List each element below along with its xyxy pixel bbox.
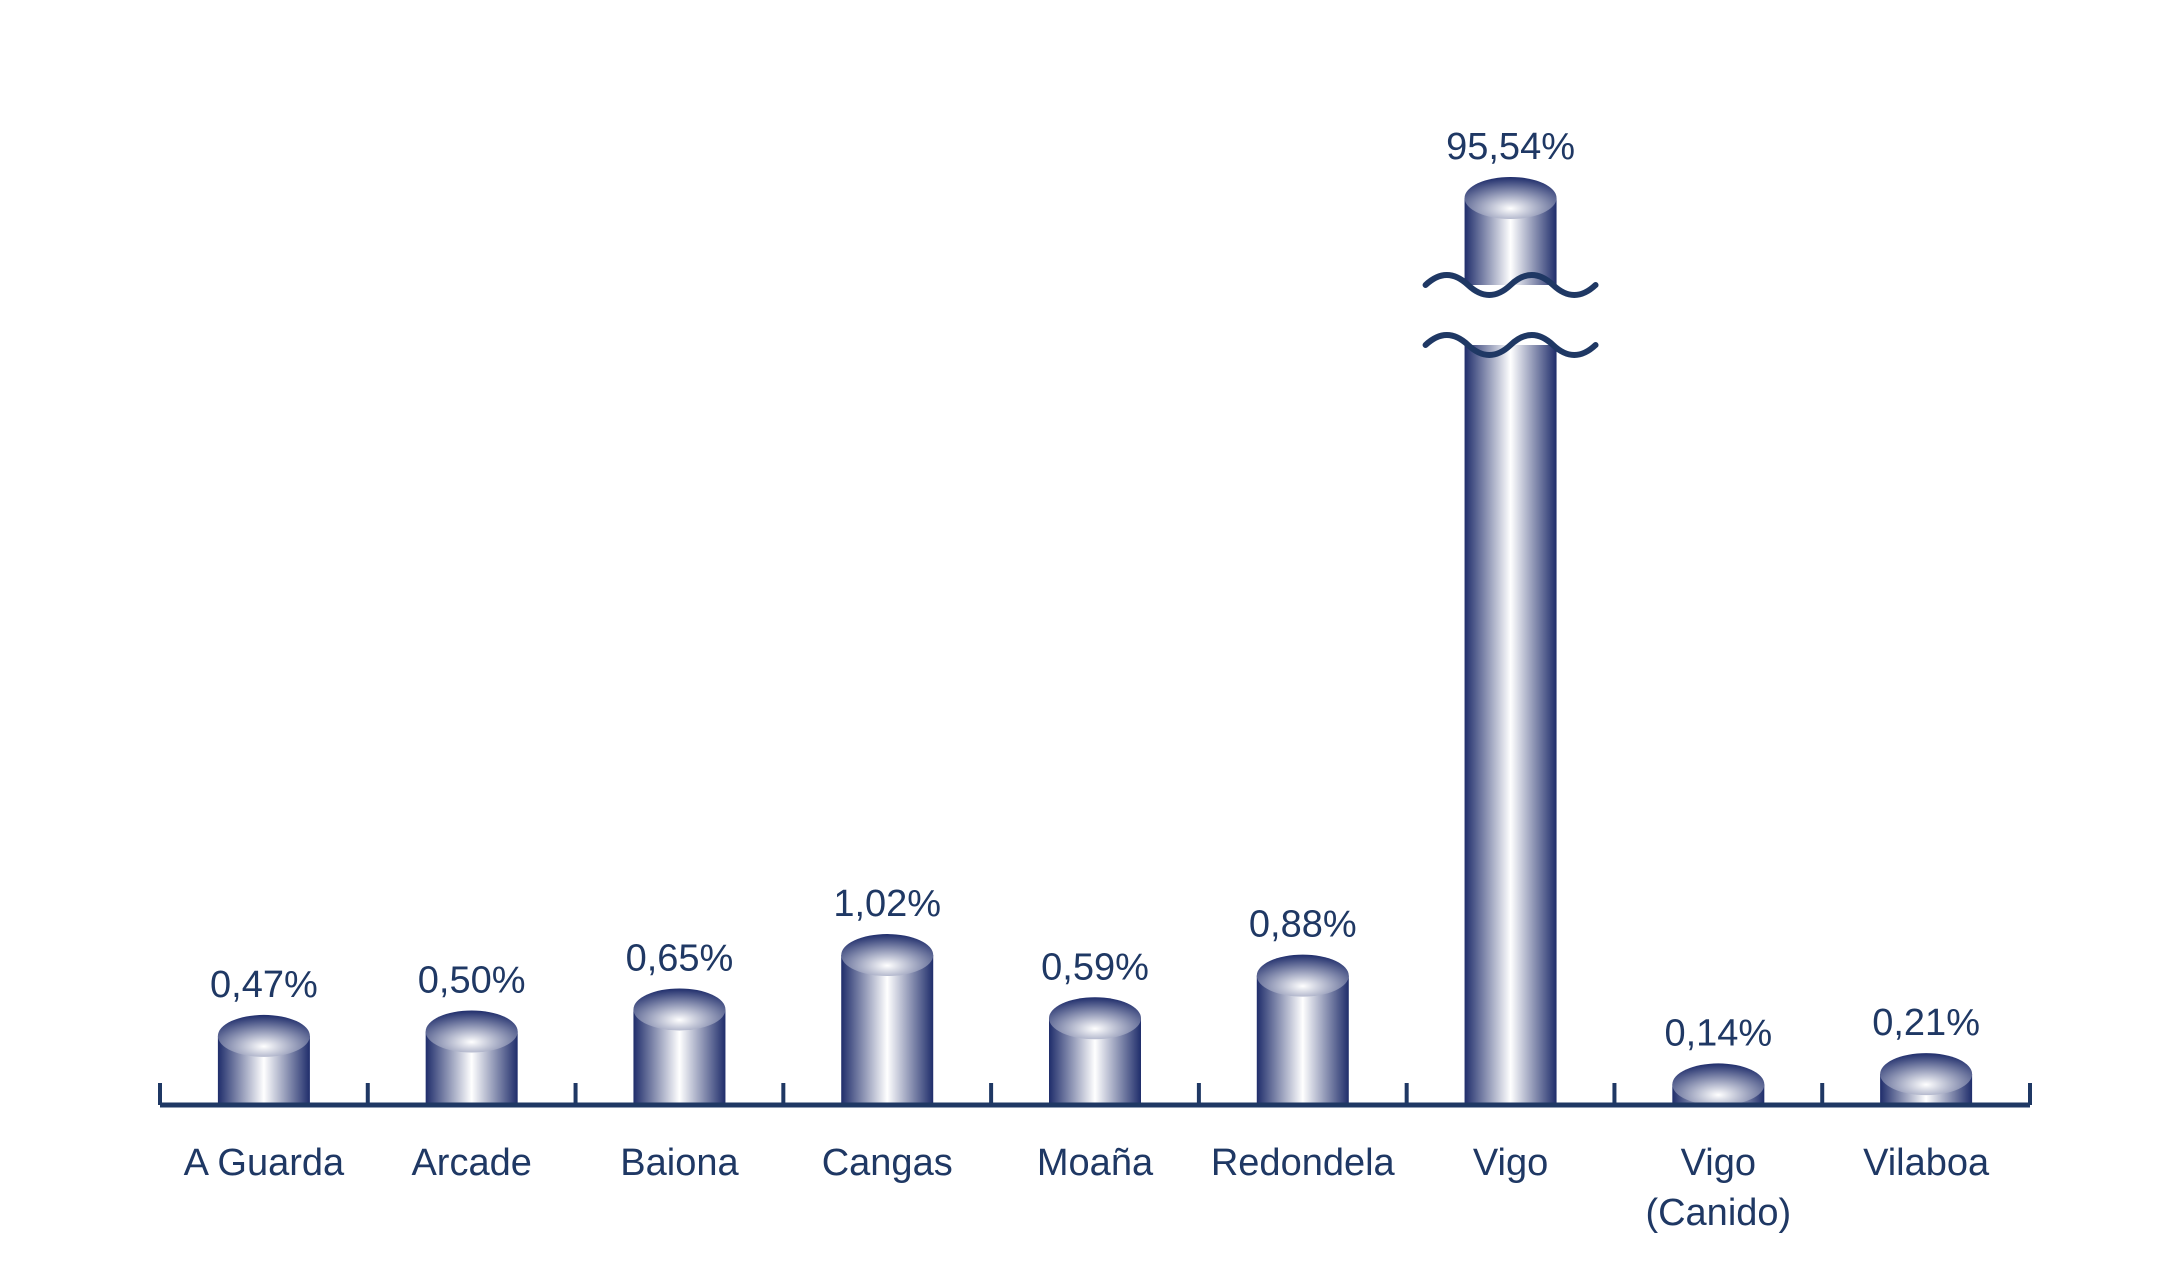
category-label: A Guarda xyxy=(184,1142,345,1184)
bar-body xyxy=(1256,975,1349,1105)
value-label: 0,88% xyxy=(1249,904,1357,946)
value-label: 0,65% xyxy=(626,937,734,979)
category-label: Vigo xyxy=(1473,1142,1548,1184)
bar-8 xyxy=(1672,1063,1765,1106)
value-label: 0,59% xyxy=(1041,946,1149,988)
category-label: Moaña xyxy=(1037,1142,1154,1184)
x-axis xyxy=(158,1083,2032,1108)
value-label: 0,47% xyxy=(210,964,318,1006)
bar-4 xyxy=(841,934,934,1105)
category-label: Redondela xyxy=(1211,1142,1396,1184)
bar-3 xyxy=(633,988,726,1105)
bar-cap xyxy=(1464,177,1557,219)
value-label: 1,02% xyxy=(833,883,941,925)
bar-cap xyxy=(1256,954,1349,997)
bar-cap xyxy=(841,934,934,977)
bar-6 xyxy=(1256,954,1349,1105)
bar-body xyxy=(841,955,934,1105)
category-label: Cangas xyxy=(822,1142,953,1184)
bar-body xyxy=(633,1009,726,1105)
bar-cap xyxy=(425,1010,518,1053)
bar-cap xyxy=(633,988,726,1031)
value-label: 95,54% xyxy=(1446,126,1575,168)
value-label: 0,21% xyxy=(1872,1002,1980,1044)
axis-break-wave xyxy=(1422,272,1599,298)
bar-7 xyxy=(1422,177,1599,1105)
value-label: 0,50% xyxy=(418,960,526,1002)
value-label: 0,14% xyxy=(1664,1012,1772,1054)
bar-body xyxy=(1464,198,1557,1105)
category-label: (Canido) xyxy=(1645,1192,1791,1234)
category-label: Arcade xyxy=(411,1142,531,1184)
bar-2 xyxy=(425,1010,518,1105)
category-label: Baiona xyxy=(620,1142,739,1184)
bar-9 xyxy=(1880,1053,1973,1105)
labels-group: 0,47% A Guarda 0,50% Arcade 0,65% Baiona 1,02%… xyxy=(184,126,1990,1234)
category-label: Vigo xyxy=(1681,1142,1756,1184)
bar-1 xyxy=(217,1014,310,1105)
bar-5 xyxy=(1049,997,1141,1105)
bar-body xyxy=(425,1031,518,1105)
bar-cap xyxy=(1880,1053,1973,1096)
category-label: Vilaboa xyxy=(1863,1142,1990,1184)
bar-cap xyxy=(1672,1063,1765,1106)
bar-cap xyxy=(217,1014,310,1057)
bar-cap xyxy=(1049,997,1141,1040)
bar-body xyxy=(1049,1018,1141,1105)
axis-break-wave xyxy=(1422,332,1599,358)
bars-group xyxy=(217,177,1973,1106)
